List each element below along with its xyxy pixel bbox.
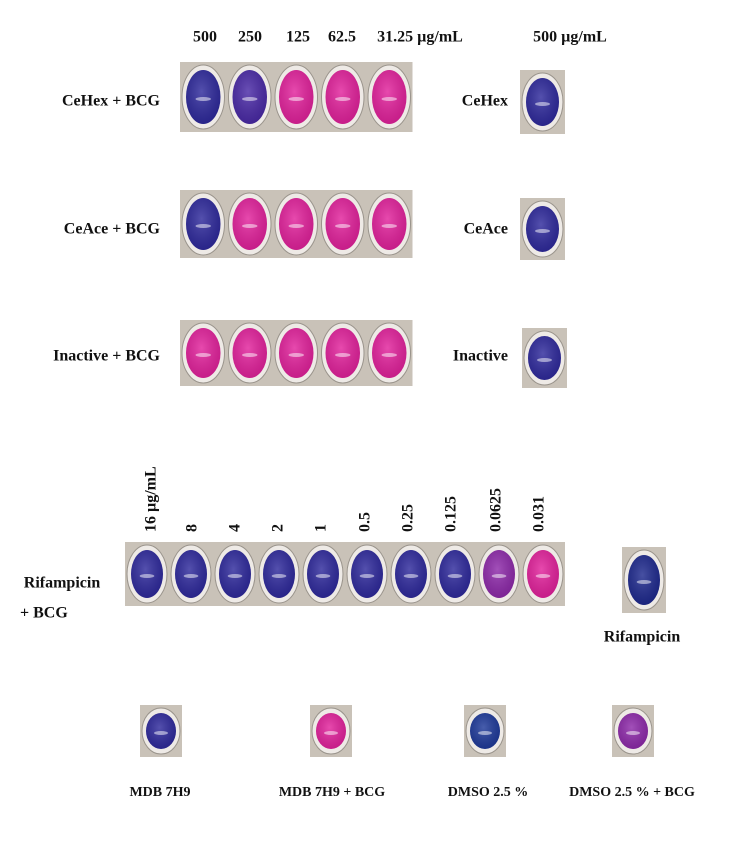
concentration-label: 125 [286,29,310,46]
well-glare [139,574,155,578]
control-label small: DMSO 2.5 % [448,785,529,800]
rifampicin-concentration: 0.25 [400,504,417,532]
rifampicin-concentration: 4 [227,524,244,532]
well-glare [381,353,397,357]
row-label: Inactive + BCG [53,348,160,365]
rifampicin-concentration: 0.5 [357,512,374,532]
well-glare [447,574,463,578]
well-glare [288,224,304,228]
well-glare [636,580,652,584]
control-label small: DMSO 2.5 % + BCG [569,785,695,800]
well-glare [535,574,551,578]
control-label: CeAce [464,221,508,238]
well-glare [288,97,304,101]
well-glare [195,224,211,228]
well-glare [315,574,331,578]
rifampicin-concentration: 1 [313,524,330,532]
well-glare [335,353,351,357]
well-glare [195,97,211,101]
rifampicin-concentration: 0.031 [531,496,548,532]
well-glare [537,358,552,362]
control-concentration: 500 µg/mL [533,29,607,46]
concentration-label: 31.25 µg/mL [377,29,463,46]
well-glare [535,229,550,233]
well-glare [154,731,168,735]
rifampicin-concentration: 2 [270,524,287,532]
well-glare [535,102,550,106]
well-glare [183,574,199,578]
well-glare [403,574,419,578]
concentration-label: 500 [193,29,217,46]
well-glare [227,574,243,578]
well-glare [381,97,397,101]
well-glare [271,574,287,578]
well-glare [324,731,338,735]
well-glare [242,224,258,228]
well-glare [335,97,351,101]
well-glare [242,353,258,357]
rifampicin-label: Rifampicin [24,575,101,592]
control-label: Rifampicin [604,629,681,646]
rifampicin-concentration: 8 [184,524,201,532]
well-glare [242,97,258,101]
well-glare [478,731,492,735]
concentration-label: 62.5 [328,29,356,46]
control-label small: MDB 7H9 + BCG [279,785,385,800]
rifampicin-concentration: 0.125 [443,496,460,532]
control-label: CeHex [462,93,508,110]
rifampicin-concentration: 16 µg/mL [143,466,160,532]
concentration-label: 250 [238,29,262,46]
rifampicin-label: + BCG [20,605,68,622]
control-label: Inactive [453,348,508,365]
well-glare [288,353,304,357]
well-glare [491,574,507,578]
row-label: CeHex + BCG [62,93,161,110]
control-label small: MDB 7H9 [129,785,190,800]
well-glare [335,224,351,228]
row-label: CeAce + BCG [64,221,161,238]
well-glare [195,353,211,357]
well-glare [359,574,375,578]
rifampicin-concentration: 0.0625 [488,488,505,532]
well-glare [626,731,640,735]
well-glare [381,224,397,228]
